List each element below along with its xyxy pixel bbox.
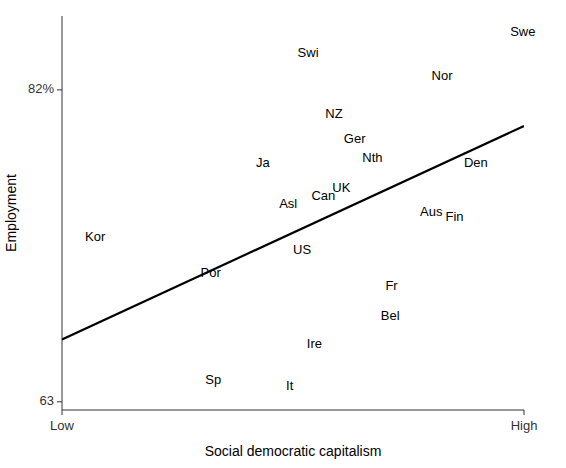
point-label: Bel — [381, 308, 400, 323]
x-axis-line — [62, 410, 524, 411]
point-label: It — [286, 378, 294, 393]
point-label: NZ — [325, 106, 342, 121]
point-label: Fr — [385, 278, 398, 293]
background — [0, 0, 566, 468]
point-label: Ire — [307, 336, 322, 351]
regression-line — [62, 126, 524, 339]
point-label: Ger — [344, 131, 366, 146]
point-label: Por — [201, 265, 222, 280]
point-label: Ja — [256, 155, 271, 170]
x-tick — [524, 410, 525, 415]
point-labels: SweSwiNorNZGerNthDenJaUKCanAslAusFinKorU… — [85, 24, 535, 394]
point-label: Asl — [279, 196, 297, 211]
point-label: Swe — [510, 24, 535, 39]
plot-area — [62, 126, 524, 339]
axes: Low High 63 82% — [28, 16, 537, 433]
point-label: Nth — [362, 150, 382, 165]
point-label: Swi — [298, 45, 319, 60]
point-label: Fin — [445, 209, 463, 224]
y-tick — [57, 89, 62, 90]
point-label: Nor — [432, 68, 454, 83]
point-label: Sp — [205, 372, 221, 387]
y-tick — [57, 401, 62, 402]
y-axis-label: Employment — [3, 174, 19, 252]
point-label: Kor — [85, 229, 106, 244]
x-tick — [62, 410, 63, 415]
y-tick-label: 82% — [28, 81, 54, 96]
point-label: US — [293, 242, 311, 257]
x-tick-label: Low — [50, 418, 74, 433]
x-tick-label: High — [511, 418, 538, 433]
point-label: Den — [464, 155, 488, 170]
point-label: Aus — [420, 204, 443, 219]
point-label: Can — [311, 188, 335, 203]
x-axis-label: Social democratic capitalism — [205, 443, 382, 459]
y-tick-label: 63 — [40, 393, 54, 408]
y-axis-line — [62, 16, 63, 410]
chart: Low High 63 82% Social democratic capitalism… — [0, 0, 566, 468]
